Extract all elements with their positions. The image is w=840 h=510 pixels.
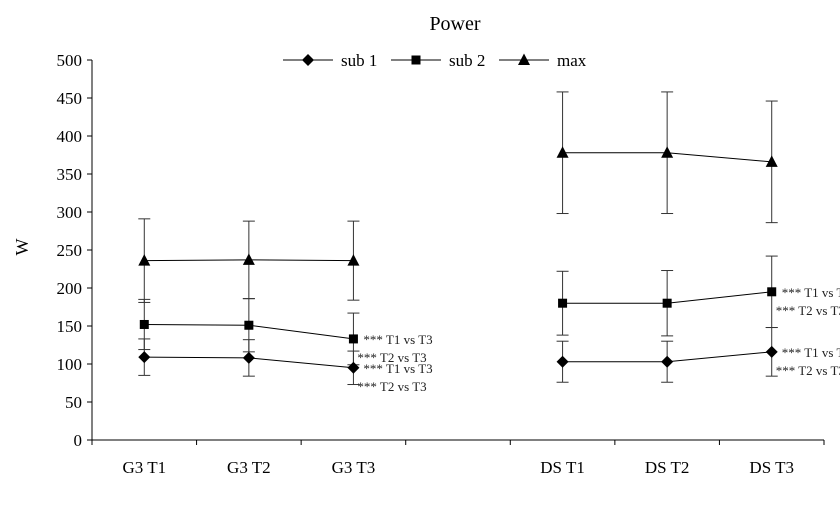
x-category-label: DS T2 xyxy=(645,458,690,477)
legend-label-sub-2: sub 2 xyxy=(449,51,485,70)
significance-annotation: *** T1 vs T3 xyxy=(782,285,840,300)
marker-max xyxy=(765,155,778,167)
y-tick-label: 300 xyxy=(57,203,83,222)
x-category-label: G3 T2 xyxy=(227,458,271,477)
chart-title: Power xyxy=(429,13,480,35)
significance-annotation: *** T2 vs T3 xyxy=(357,379,426,394)
legend: sub 1 sub 2 max xyxy=(283,51,587,70)
y-tick-label: 400 xyxy=(57,127,83,146)
marker-sub-2 xyxy=(767,287,777,297)
y-tick-label: 500 xyxy=(57,51,83,70)
y-tick-label: 100 xyxy=(57,355,83,374)
series-markers xyxy=(138,146,778,374)
marker-sub-1 xyxy=(347,361,360,374)
significance-annotation: *** T1 vs T3 xyxy=(782,345,840,360)
marker-sub-2 xyxy=(348,334,358,344)
legend-label-max: max xyxy=(557,51,587,70)
x-category-label: G3 T3 xyxy=(332,458,376,477)
significance-annotation: *** T2 vs T3 xyxy=(357,350,426,365)
marker-sub-2 xyxy=(139,319,149,329)
error-bars xyxy=(138,91,778,386)
y-tick-label: 450 xyxy=(57,89,83,108)
annotations: *** T1 vs T3*** T2 vs T3*** T1 vs T3*** … xyxy=(357,285,840,394)
marker-sub-2 xyxy=(244,320,254,330)
y-tick-label: 200 xyxy=(57,279,83,298)
marker-sub-1 xyxy=(661,355,674,368)
axes: 0 50 100 150 200 250 300 350 400 450 500 G3 T1 G3 T2… xyxy=(57,51,825,477)
significance-annotation: *** T1 vs T3 xyxy=(363,361,432,376)
x-category-label: DS T1 xyxy=(540,458,585,477)
y-axis-label: W xyxy=(12,239,32,256)
y-tick-label: 150 xyxy=(57,317,83,336)
marker-max xyxy=(556,146,569,158)
significance-annotation: *** T2 vs T3 xyxy=(776,303,840,318)
marker-sub-1 xyxy=(556,355,569,368)
significance-annotation: *** T2 vs T3 xyxy=(776,363,840,378)
y-tick-label: 350 xyxy=(57,165,83,184)
marker-max xyxy=(138,254,151,266)
marker-max xyxy=(347,254,360,266)
marker-sub-1 xyxy=(242,351,255,364)
y-tick-label: 250 xyxy=(57,241,83,260)
marker-sub-2 xyxy=(662,298,672,308)
marker-sub-1 xyxy=(138,351,151,364)
legend-marker-sub-2 xyxy=(411,55,421,65)
legend-label-sub-1: sub 1 xyxy=(341,51,377,70)
marker-max xyxy=(661,146,674,158)
significance-annotation: *** T1 vs T3 xyxy=(363,332,432,347)
x-category-label: G3 T1 xyxy=(122,458,166,477)
series-lines xyxy=(144,152,772,369)
x-category-label: DS T3 xyxy=(749,458,794,477)
marker-sub-1 xyxy=(765,345,778,358)
marker-max xyxy=(242,253,255,265)
legend-marker-max xyxy=(518,53,530,65)
y-tick-label: 0 xyxy=(74,431,83,450)
y-tick-label: 50 xyxy=(65,393,82,412)
legend-marker-sub-1 xyxy=(302,54,314,66)
marker-sub-2 xyxy=(558,298,568,308)
